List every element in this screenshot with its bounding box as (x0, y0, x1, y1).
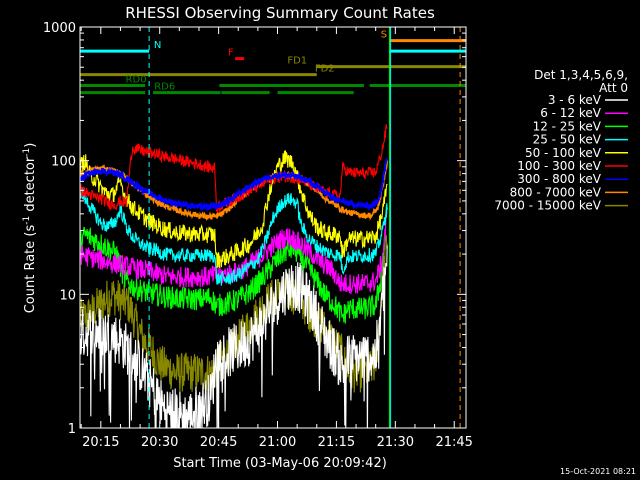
x-tick-label-1: 20:30 (141, 435, 178, 450)
legend-label-1: 6 - 12 keV (540, 106, 602, 120)
flag-layer: N S F FD1 FD2 RD0 RD6 (80, 30, 466, 95)
series-line-6 (80, 157, 389, 212)
flag-label-3: F (228, 48, 234, 59)
chart-title: RHESSI Observing Summary Count Rates (125, 4, 435, 22)
legend-label-5: 100 - 300 keV (517, 159, 601, 173)
legend-label-6: 300 - 800 keV (517, 172, 601, 186)
legend-label-3: 25 - 50 keV (533, 133, 602, 147)
legend-label-4: 50 - 100 keV (525, 146, 602, 160)
x-tick-label-4: 21:15 (318, 435, 355, 450)
legend-label-7: 800 - 7000 keV (510, 185, 602, 199)
series-line-3 (80, 187, 388, 286)
legend-header-1: Att 0 (599, 81, 628, 95)
flag-label-4: FD1 (287, 56, 307, 67)
flag-label-7: RD6 (154, 82, 175, 93)
x-tick-label-0: 20:15 (82, 435, 119, 450)
x-tick-label-3: 21:00 (259, 435, 296, 450)
plot-frame (79, 26, 467, 429)
y-tick-label-0: 1 (68, 422, 76, 437)
series-layer (80, 124, 389, 428)
x-tick-label-6: 21:45 (435, 435, 472, 450)
x-tick-label-5: 21:30 (377, 435, 414, 450)
flag-label-5: FD2 (315, 64, 335, 75)
y-tick-label-3: 1000 (43, 21, 76, 36)
y-axis-label-main: Count Rate (s (23, 225, 38, 314)
y-tick-label-1: 10 (59, 288, 76, 303)
y-axis-label-sup1: -1 (22, 216, 32, 225)
legend-label-8: 7000 - 15000 keV (494, 199, 601, 213)
series-line-0 (80, 245, 388, 428)
legend-header-0: Det 1,3,4,5,6,9, (534, 68, 628, 82)
series-line-4 (80, 150, 388, 268)
timestamp: 15-Oct-2021 08:21 (560, 467, 636, 476)
x-axis-label: Start Time (03-May-06 20:09:42) (173, 456, 387, 471)
series-line-5 (80, 124, 388, 213)
y-axis-label: Count Rate (s-1 detector-1) (22, 143, 38, 314)
y-axis-label-mid: detector (23, 156, 38, 216)
flag-label-0: N (154, 40, 161, 51)
x-tick-label-2: 20:45 (200, 435, 237, 450)
legend-label-2: 12 - 25 keV (533, 119, 602, 133)
flag-label-1: S (381, 30, 387, 41)
y-axis-label-sup2: -1 (22, 148, 32, 157)
flag-label-6: RD0 (126, 75, 147, 86)
y-axis-label-end: ) (23, 143, 38, 148)
legend-label-0: 3 - 6 keV (548, 93, 602, 107)
axes: 20:15 20:30 20:45 21:00 21:15 21:30 21:45 1 10 10… (43, 21, 473, 450)
series-line-2 (80, 204, 388, 324)
y-tick-label-2: 100 (51, 155, 76, 170)
